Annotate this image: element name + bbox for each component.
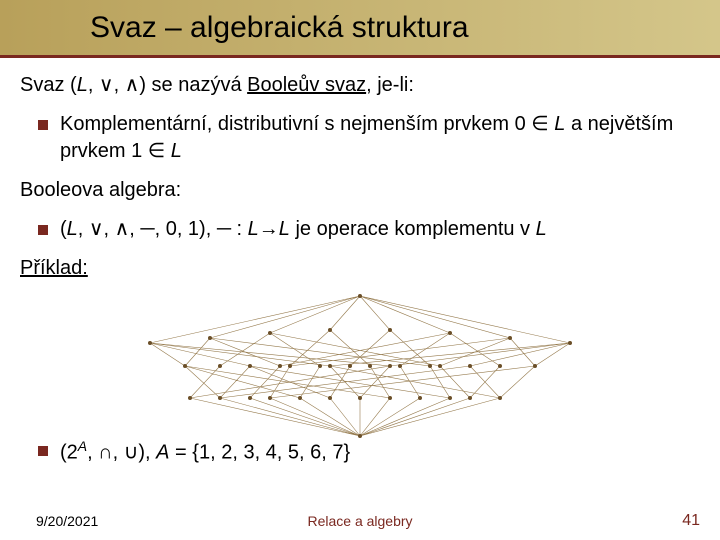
example-label: Příklad:	[20, 255, 88, 282]
b1-p1: Komplementární, distributivní s nejmenší…	[60, 113, 554, 135]
intro-line: Svaz (L, ∨, ∧) se nazývá Booleův svaz, j…	[20, 72, 700, 99]
b3-exp: A	[78, 438, 87, 454]
b2-L: L	[67, 218, 78, 240]
b3-p3: = {1, 2, 3, 4, 5, 6, 7}	[170, 442, 351, 464]
content-area: Svaz (L, ∨, ∧) se nazývá Booleův svaz, j…	[0, 58, 720, 467]
bullet-marker-icon	[38, 120, 48, 130]
b2-p1: (	[60, 218, 67, 240]
bullet-3-text: (2A, ∩, ∪), A = {1, 2, 3, 4, 5, 6, 7}	[60, 437, 350, 467]
intro-suffix: , je-li:	[366, 74, 414, 96]
page-title: Svaz – algebraická struktura	[90, 11, 469, 45]
bullet-1-text: Komplementární, distributivní s nejmenší…	[60, 111, 700, 165]
intro-mid: , ∨, ∧) se nazývá	[88, 74, 247, 96]
intro-set: L	[77, 74, 88, 96]
bullet-marker-icon	[38, 225, 48, 235]
boolean-label: Booleova algebra:	[20, 177, 700, 204]
footer-center: Relace a algebry	[307, 513, 412, 529]
bullet-2-text: (L, ∨, ∧, ─, 0, 1), ─ : L→L je operace k…	[60, 216, 547, 243]
intro-term: Booleův svaz	[247, 74, 366, 96]
b3-p2: , ∩, ∪),	[87, 442, 156, 464]
b3-A: A	[156, 442, 169, 464]
b1-L2: L	[171, 140, 182, 162]
b2-p3: je operace komplementu v	[290, 218, 536, 240]
bullet-marker-icon	[38, 446, 48, 456]
b1-L1: L	[554, 113, 565, 135]
hasse-diagram	[130, 288, 590, 443]
hasse-diagram-wrap	[20, 288, 700, 443]
b2-L4: L	[536, 218, 547, 240]
b3-p1: (2	[60, 442, 78, 464]
footer-page: 41	[682, 512, 700, 530]
b2-arrow: →	[259, 218, 279, 240]
b2-L3: L	[279, 218, 290, 240]
footer: 9/20/2021 Relace a algebry 41	[0, 512, 720, 530]
b2-L2: L	[248, 218, 259, 240]
intro-prefix: Svaz (	[20, 74, 77, 96]
title-bar: Svaz – algebraická struktura	[0, 0, 720, 58]
bullet-2: (L, ∨, ∧, ─, 0, 1), ─ : L→L je operace k…	[20, 216, 700, 243]
bullet-1: Komplementární, distributivní s nejmenší…	[20, 111, 700, 165]
b2-p2: , ∨, ∧, ─, 0, 1), ─ :	[78, 218, 248, 240]
footer-date: 9/20/2021	[36, 513, 98, 529]
